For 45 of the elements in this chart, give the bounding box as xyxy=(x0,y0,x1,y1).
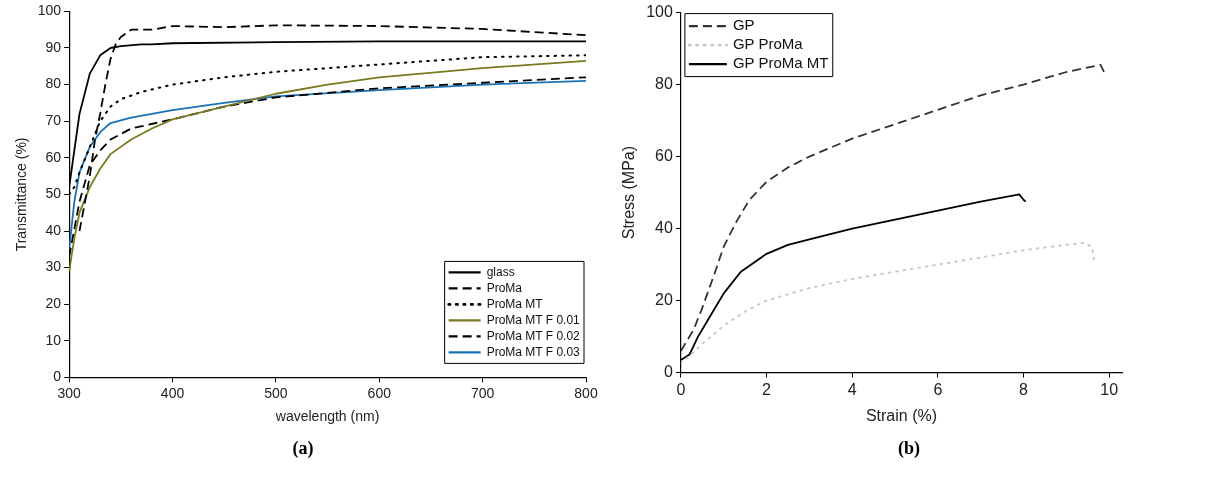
x-tick-label: 2 xyxy=(762,380,772,398)
y-tick-label: 90 xyxy=(45,38,62,55)
y-tick-label: 10 xyxy=(45,331,62,348)
text: (a) xyxy=(291,438,315,459)
x-tick-label: 800 xyxy=(574,384,598,401)
y-tick-label: 60 xyxy=(45,148,62,165)
y-axis-title: Stress (MPa) xyxy=(620,145,638,240)
y-tick-label: 40 xyxy=(45,221,62,238)
y-tick-label: 30 xyxy=(45,258,62,275)
y-tick-label: 80 xyxy=(45,75,62,92)
legend-label: GP ProMa MT xyxy=(732,54,829,72)
x-tick-label: 8 xyxy=(1019,380,1029,398)
legend-label: ProMa MT F 0.03 xyxy=(486,344,581,359)
x-tick-label: 4 xyxy=(847,380,857,398)
y-axis-title: Transmittance (%) xyxy=(13,137,30,252)
line-series xyxy=(680,242,1096,365)
y-tick-label: 70 xyxy=(45,112,62,129)
x-axis-title: Strain (%) xyxy=(865,406,938,424)
x-tick-label: 0 xyxy=(676,380,686,398)
x-tick-label: 10 xyxy=(1100,380,1119,398)
y-tick-label: 20 xyxy=(45,295,62,312)
y-tick-label: 100 xyxy=(646,3,673,21)
y-tick-label: 100 xyxy=(37,2,62,19)
legend-label: glass xyxy=(486,264,515,279)
y-tick-label: 50 xyxy=(45,185,62,202)
x-tick-label: 300 xyxy=(57,384,82,401)
x-tick-label: 400 xyxy=(160,384,185,401)
y-tick-label: 20 xyxy=(655,291,673,309)
x-tick-label: 700 xyxy=(470,384,495,401)
legend-label: ProMa xyxy=(486,280,523,295)
x-axis-title: wavelength (nm) xyxy=(274,408,380,425)
legend-label: ProMa MT xyxy=(486,296,544,311)
y-tick-label: 60 xyxy=(655,147,673,165)
legend-label: GP xyxy=(732,16,755,34)
legend-label: ProMa MT F 0.02 xyxy=(486,328,581,343)
x-tick-label: 600 xyxy=(367,384,392,401)
legend-label: ProMa MT F 0.01 xyxy=(486,312,581,327)
x-tick-label: 6 xyxy=(933,380,943,398)
y-tick-label: 80 xyxy=(655,75,673,93)
y-tick-label: 0 xyxy=(663,363,673,381)
text: (b) xyxy=(897,438,921,459)
x-tick-label: 500 xyxy=(264,384,288,401)
legend-label: GP ProMa xyxy=(732,35,804,53)
y-tick-label: 40 xyxy=(655,219,673,237)
y-tick-label: 0 xyxy=(53,368,62,385)
